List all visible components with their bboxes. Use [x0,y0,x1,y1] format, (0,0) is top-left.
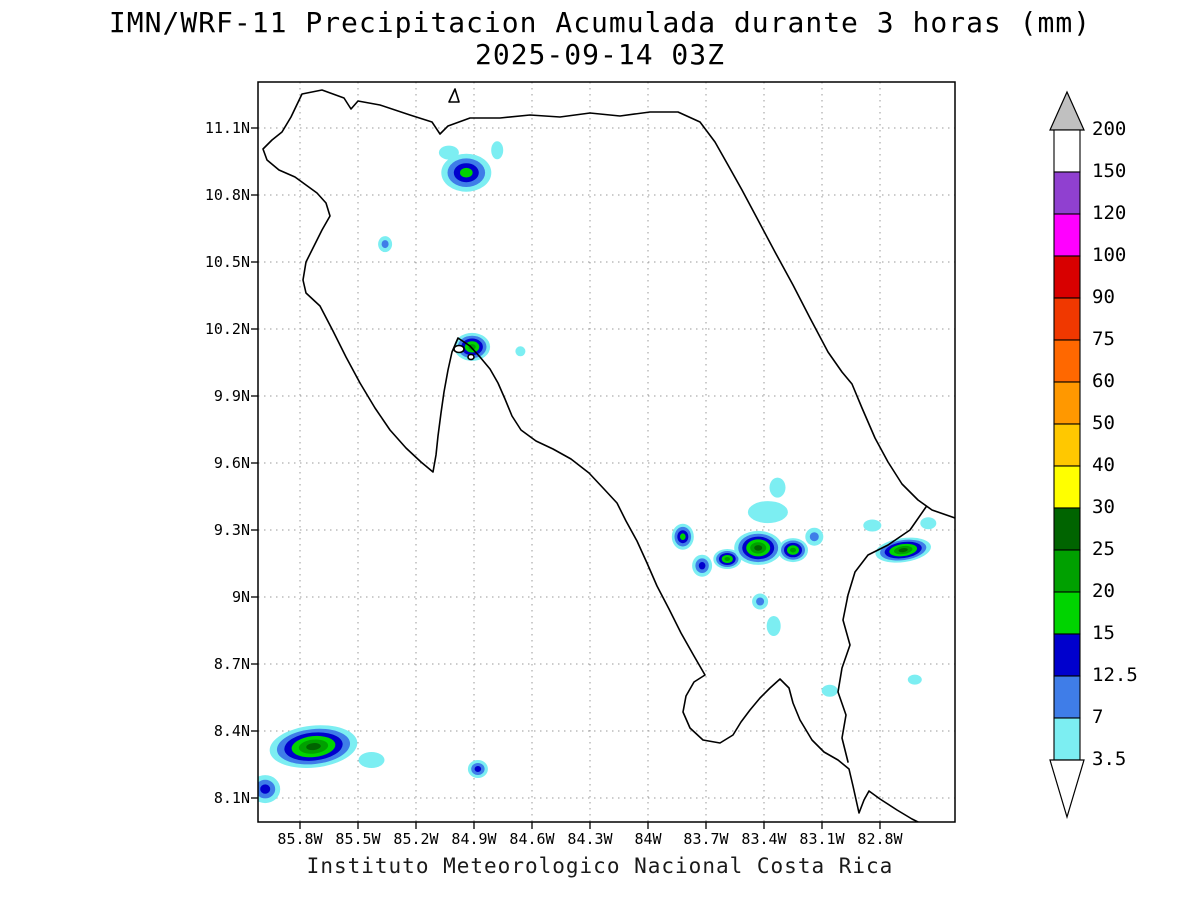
colorbar-tick-label: 75 [1092,328,1115,350]
precip-cell [515,346,526,357]
map-frame [257,81,956,823]
precip-cell [441,153,492,192]
lat-tick-label: 10.8N [204,186,250,204]
precip-cell [875,537,931,563]
precip-cell [467,760,488,778]
gulf-island [453,344,465,354]
lat-tick-label: 10.5N [204,253,250,271]
colorbar-tick-label: 7 [1092,706,1104,728]
colorbar-tick-label: 150 [1092,160,1127,182]
precip-cell [920,517,937,530]
colorbar-tick-label: 15 [1092,622,1115,644]
colorbar-segment [1053,591,1081,635]
gulf-island [467,353,475,361]
precip-cell [805,527,824,546]
panama-border [837,506,927,763]
colorbar-segment [1053,633,1081,677]
precip-cell [692,554,713,577]
colorbar-tick-label: 20 [1092,580,1115,602]
chart-footer: Instituto Meteorologico Nacional Costa R… [306,854,894,878]
colorbar-segment [1053,675,1081,719]
precip-cell [258,775,281,804]
lon-tick-label: 85.2W [393,830,439,848]
colorbar-arrow-top [1049,90,1085,131]
precip-cell [378,236,393,253]
lat-tick-label: 8.7N [213,655,250,673]
precip-cell [821,684,838,697]
lat-tick-label: 9.3N [213,521,250,539]
colorbar-segment [1053,381,1081,425]
colorbar-tick-label: 100 [1092,244,1127,266]
lon-tick-label: 83.4W [741,830,787,848]
colorbar-segment [1053,255,1081,299]
chart-subtitle: 2025-09-14 03Z [474,38,725,71]
colorbar [1049,90,1085,820]
lon-tick-label: 84.6W [509,830,555,848]
colorbar-segment [1053,129,1081,173]
coastline [262,88,955,822]
precip-cell [747,501,788,524]
precip-cell [358,752,385,768]
precip-cell [766,616,781,636]
precipitation-areas [258,141,937,804]
precip-cell [454,332,491,361]
lon-tick-label: 84W [634,830,662,848]
gridlines [258,82,955,822]
lon-tick-label: 82.8W [857,830,903,848]
lat-tick-label: 8.1N [213,789,250,807]
colorbar-tick-label: 90 [1092,286,1115,308]
lon-tick-label: 84.9W [451,830,497,848]
chart-title: IMN/WRF-11 Precipitacion Acumulada duran… [108,6,1092,39]
precip-cell [671,523,694,550]
lat-tick-label: 9.9N [213,387,250,405]
precip-cell [907,674,922,685]
colorbar-arrow-bottom [1049,759,1085,820]
precip-cell [438,145,459,160]
colorbar-tick-label: 12.5 [1092,664,1138,686]
precip-cell [752,593,769,610]
lon-tick-label: 83.7W [683,830,729,848]
lon-tick-label: 85.5W [335,830,381,848]
colorbar-tick-label: 30 [1092,496,1115,518]
colorbar-segment [1053,507,1081,551]
lon-tick-label: 84.3W [567,830,613,848]
precip-cell [769,477,786,498]
colorbar-segment [1053,297,1081,341]
colorbar-segment [1053,171,1081,215]
colorbar-tick-label: 25 [1092,538,1115,560]
colorbar-tick-label: 60 [1092,370,1115,392]
precip-cell [863,519,882,532]
precip-cell [491,141,504,160]
precip-cell [778,538,808,563]
colorbar-tick-label: 120 [1092,202,1127,224]
colorbar-segment [1053,717,1081,761]
precip-cell [734,530,783,565]
precip-cell [713,549,742,569]
lon-tick-label: 85.8W [277,830,323,848]
colorbar-tick-label: 40 [1092,454,1115,476]
lat-tick-label: 11.1N [204,119,250,137]
lat-tick-label: 9.6N [213,454,250,472]
lat-tick-label: 9N [231,588,250,606]
colorbar-tick-label: 3.5 [1092,748,1127,770]
lat-tick-label: 10.2N [204,320,250,338]
colorbar-tick-label: 200 [1092,118,1127,140]
colorbar-segment [1053,213,1081,257]
colorbar-segment [1053,339,1081,383]
colorbar-tick-label: 50 [1092,412,1115,434]
precip-cell [269,725,358,768]
colorbar-segment [1053,549,1081,593]
lon-tick-label: 83.1W [799,830,845,848]
small-island-north [448,88,460,103]
colorbar-segment [1053,465,1081,509]
lat-tick-label: 8.4N [213,722,250,740]
axis-ticks [251,127,881,829]
colorbar-segment [1053,423,1081,467]
costa-rica-outline [262,89,955,822]
